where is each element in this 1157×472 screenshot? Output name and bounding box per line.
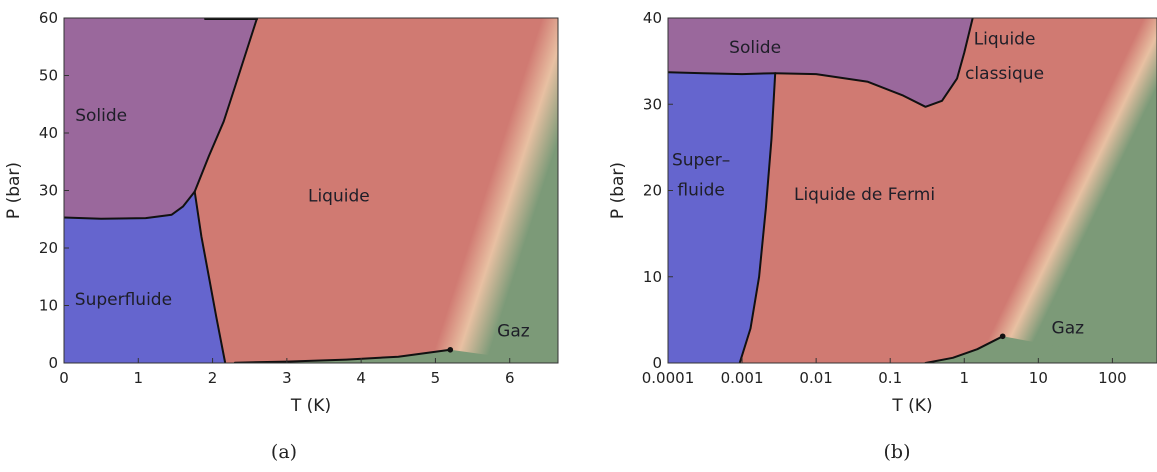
y-tick-label: 10 [643, 268, 662, 286]
plot-area-a [64, 18, 558, 363]
superfluid-region-a [64, 191, 226, 363]
y-tick-label: 30 [39, 182, 58, 200]
gas-region-a [234, 349, 546, 363]
gas-region-b [925, 336, 1149, 363]
critical-point-a [447, 346, 454, 353]
y-tick-label: 10 [39, 297, 58, 315]
boundary-lambda-line-a [193, 190, 227, 363]
region-label-superfluid: Super– [672, 150, 730, 170]
x-tick-label: 0 [59, 369, 69, 387]
x-axis-label-a: T (K) [290, 396, 331, 416]
boundary-melting-b [774, 18, 974, 108]
x-tick-label: 100 [1098, 369, 1127, 387]
y-axis-label-a: P (bar) [4, 162, 24, 219]
boundary-vapor-b [924, 335, 1004, 363]
region-label-liquid: classique [965, 64, 1044, 84]
region-label-gas: Gaz [1052, 319, 1085, 339]
y-tick-label: 0 [48, 354, 58, 372]
x-tick-label: 5 [431, 369, 441, 387]
y-tick-label: 60 [39, 9, 58, 27]
y-tick-label: 40 [39, 124, 58, 142]
boundary-melting-a [193, 18, 259, 193]
caption-b: (b) [884, 441, 911, 463]
x-tick-label: 2 [208, 369, 218, 387]
region-label-superfluid: Superfluide [75, 290, 172, 310]
boundary-vapor-a [233, 348, 452, 363]
region-label-liquid: Liquide [974, 30, 1036, 50]
region-label-liquid: Liquide [308, 186, 370, 206]
y-tick-label: 20 [39, 239, 58, 257]
plot-area-b [668, 18, 1157, 363]
x-tick-label: 3 [282, 369, 292, 387]
region-label-solid: Solide [729, 38, 781, 58]
boundary-solid-superfluid-a [64, 190, 196, 220]
panel-b: Solide Liquide de Fermi Super– fluide Liquid… [608, 9, 1157, 463]
x-tick-label: 4 [356, 369, 366, 387]
y-axis-label-b: P (bar) [608, 162, 628, 219]
solid-region-b [668, 18, 973, 107]
x-tick-label: 10 [1029, 369, 1048, 387]
caption-a: (a) [271, 441, 297, 463]
critical-point-b [999, 333, 1006, 340]
region-label-gas: Gaz [497, 321, 530, 341]
x-tick-label: 1 [959, 369, 969, 387]
x-axis-label-b: T (K) [891, 396, 932, 416]
boundary-solid-superfluid-b [668, 71, 777, 76]
y-tick-label: 0 [652, 354, 662, 372]
x-tick-label: 0.001 [721, 369, 764, 387]
solid-region-a [64, 18, 258, 219]
y-tick-label: 30 [643, 95, 662, 113]
x-tick-label: 1 [134, 369, 144, 387]
x-tick-label: 0.1 [878, 369, 902, 387]
region-label-liquid: Liquide de Fermi [794, 185, 935, 205]
superfluid-region-b [668, 72, 776, 363]
y-tick-label: 20 [643, 182, 662, 200]
region-label-solid: Solide [75, 106, 127, 126]
region-label-superfluid: fluide [677, 181, 724, 201]
y-tick-label: 40 [643, 9, 662, 27]
y-tick-label: 50 [39, 67, 58, 85]
x-tick-label: 0.01 [799, 369, 832, 387]
x-tick-label: 0.0001 [642, 369, 695, 387]
boundary-superfluid-transition-b [738, 72, 777, 363]
x-tick-label: 6 [505, 369, 515, 387]
